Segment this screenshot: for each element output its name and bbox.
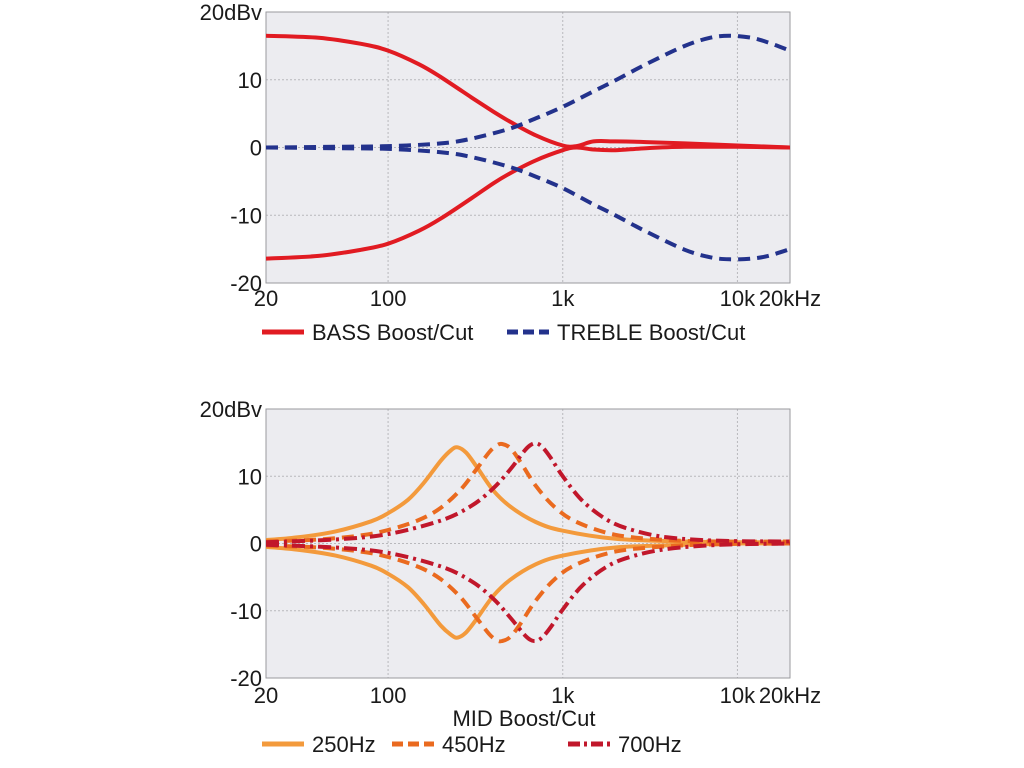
series-line-250hz [266,541,790,640]
x-tick-label: 20 [254,286,278,311]
x-tick-label: 20kHz [759,286,821,311]
x-tick-label: 10k [720,683,756,708]
series-line-250hz [266,445,790,545]
x-tick-label: 1k [551,683,575,708]
legend-label: BASS Boost/Cut [312,320,473,345]
y-tick-label: -20 [230,271,262,296]
x-tick-label: 20 [254,683,278,708]
series-line-bass-boost-cut [266,144,790,261]
legend-label: 250Hz [312,732,376,757]
x-tick-label: 10k [720,286,756,311]
y-tick-label: 10 [238,68,262,93]
y-tick-label: 0 [250,532,262,557]
y-tick-label: -10 [230,599,262,624]
legend-label: TREBLE Boost/Cut [557,320,745,345]
legend-item: BASS Boost/Cut [262,320,473,345]
series-line-bass-boost-cut [266,33,790,150]
y-tick-label: 20dBv [200,397,262,422]
series-line-700hz [266,441,790,545]
x-tick-label: 20kHz [759,683,821,708]
series-line-treble-boost-cut [266,145,790,262]
series-line-450hz [266,441,790,544]
legend-item: 700Hz [568,732,682,757]
x-tick-label: 1k [551,286,575,311]
x-axis-label: MID Boost/Cut [452,706,595,731]
series-line-treble-boost-cut [266,33,790,150]
y-tick-label: 20dBv [200,0,262,25]
x-tick-label: 100 [370,683,407,708]
legend-label: 700Hz [618,732,682,757]
x-tick-label: 100 [370,286,407,311]
series-line-700hz [266,541,790,644]
legend-item: 250Hz [262,732,376,757]
legend-item: TREBLE Boost/Cut [507,320,745,345]
legend-item: 450Hz [392,732,506,757]
y-tick-label: 0 [250,136,262,161]
y-tick-label: -10 [230,203,262,228]
series-line-450hz [266,541,790,644]
legend-label: 450Hz [442,732,506,757]
y-tick-label: -20 [230,666,262,691]
y-tick-label: 10 [238,464,262,489]
